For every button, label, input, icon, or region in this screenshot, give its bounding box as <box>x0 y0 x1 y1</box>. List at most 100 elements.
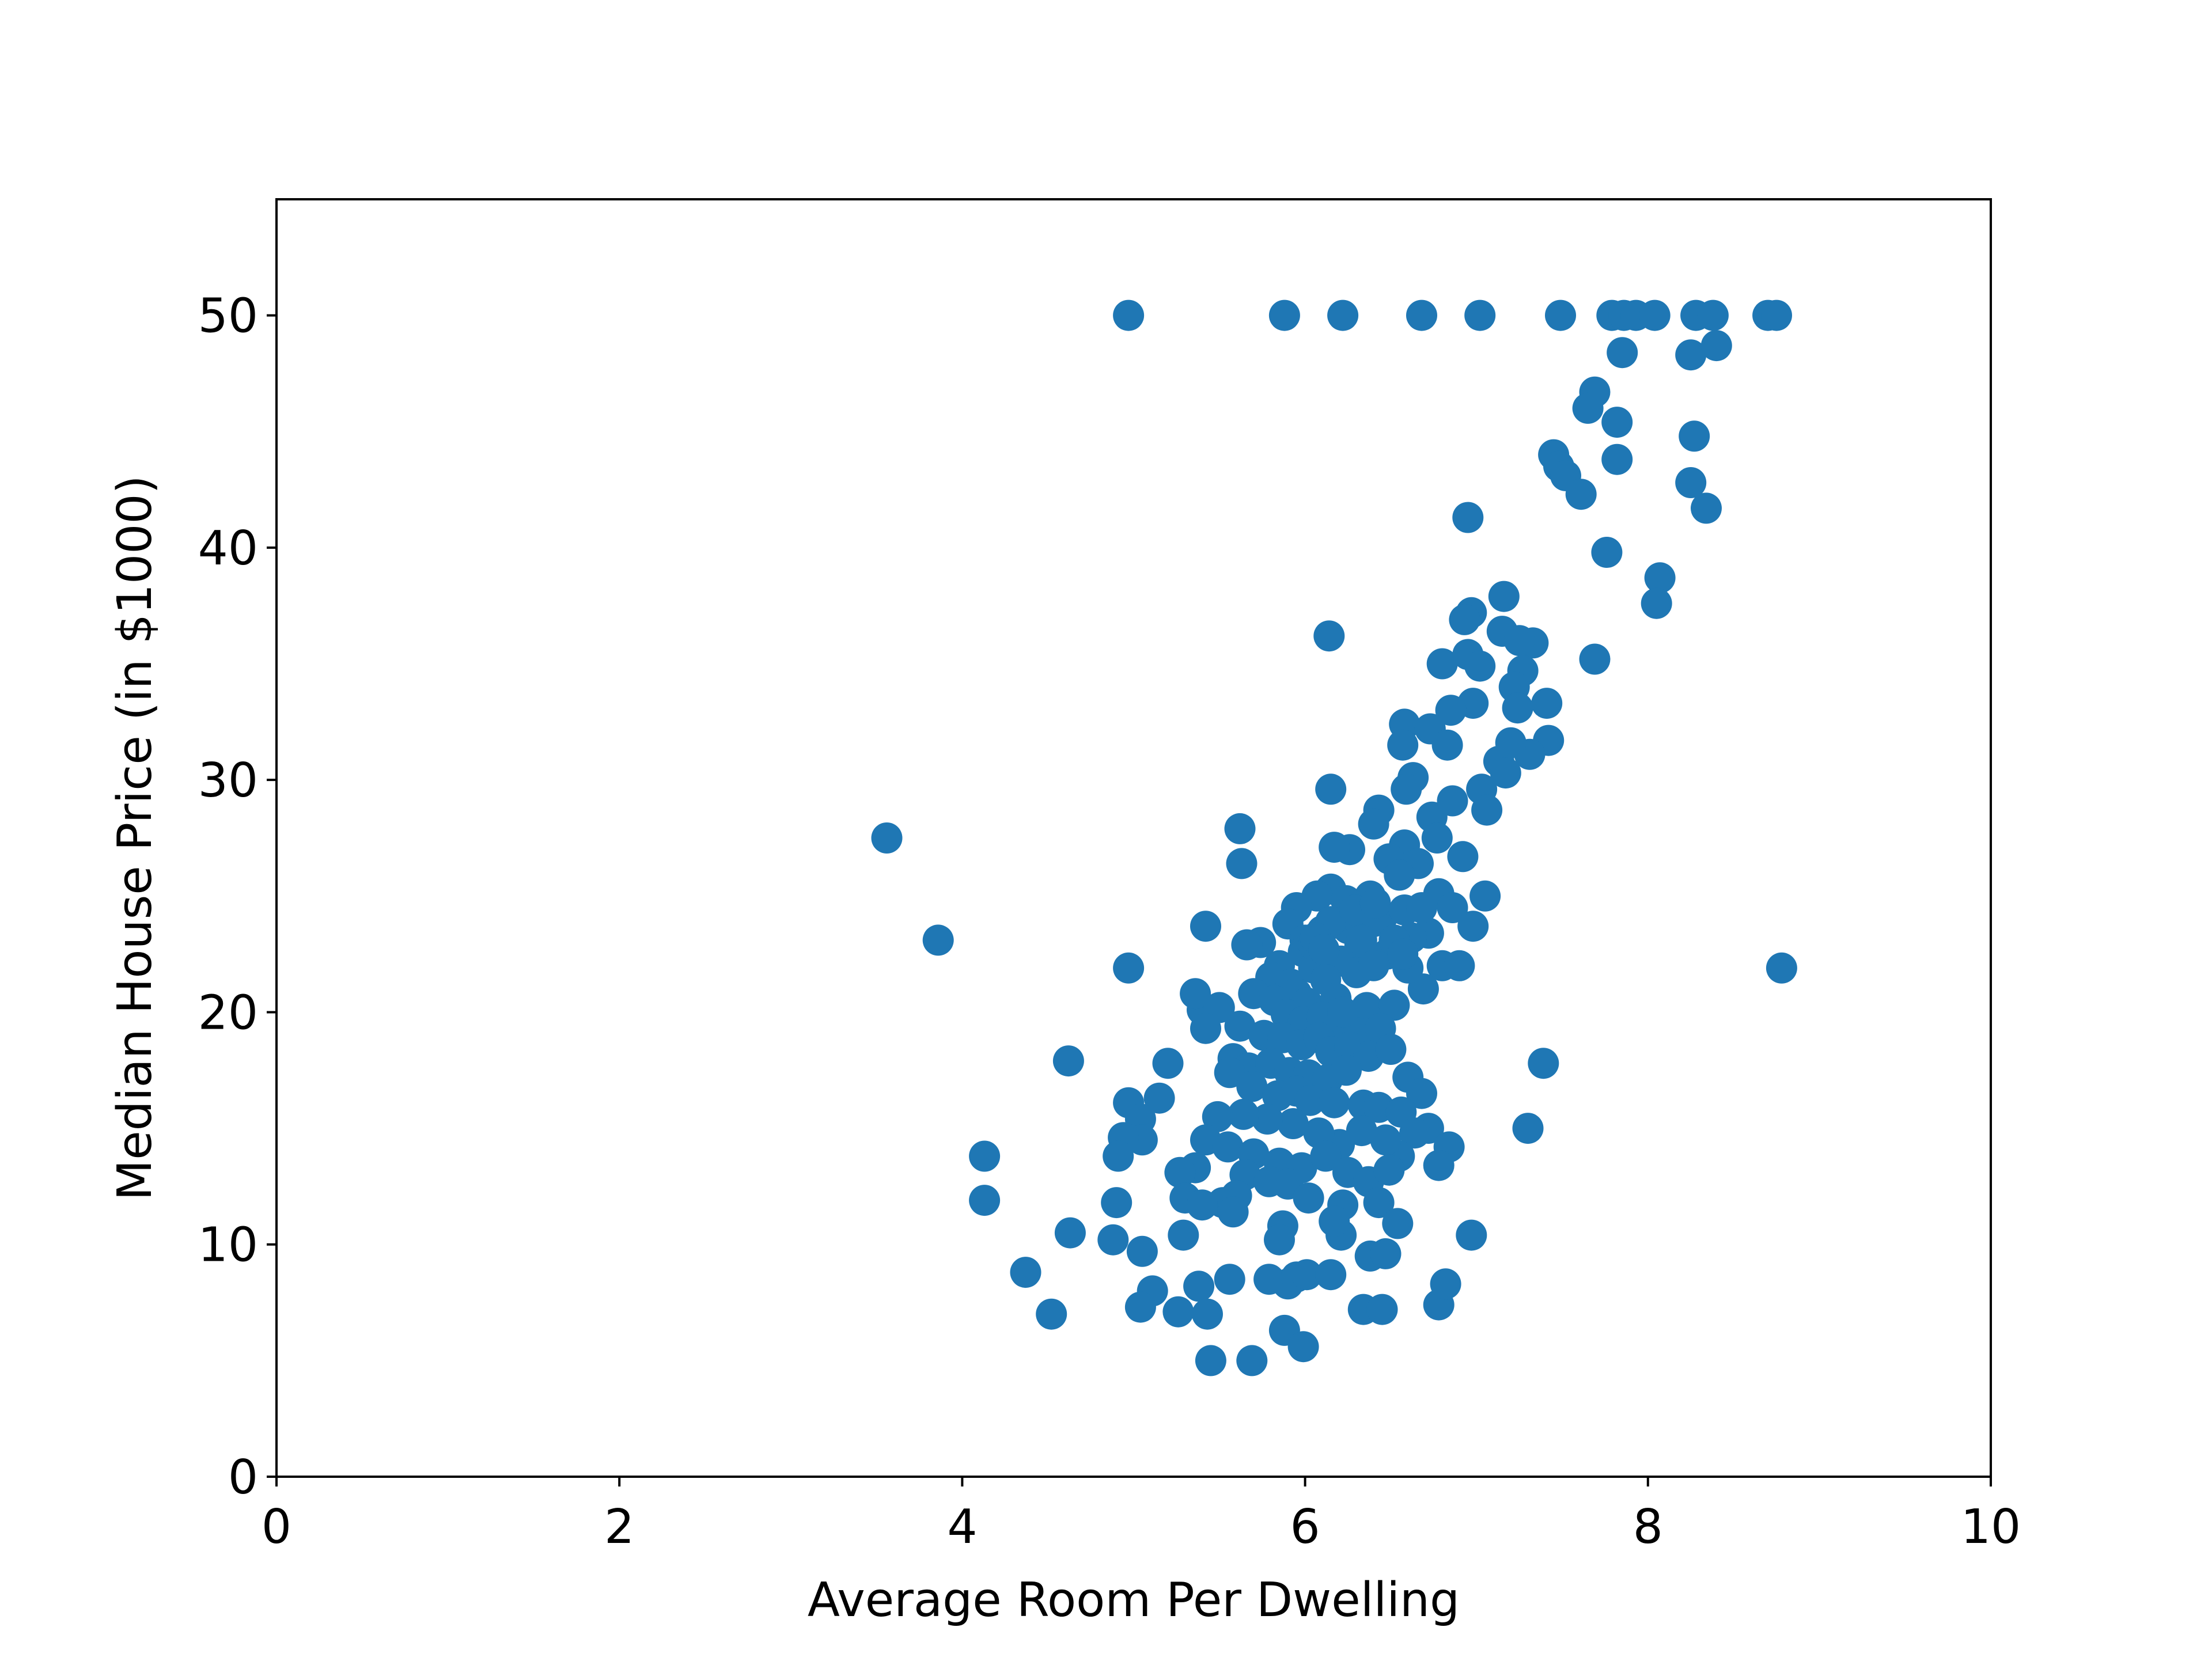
x-tick-label: 8 <box>1633 1500 1663 1554</box>
data-point <box>1308 934 1340 965</box>
data-point <box>922 924 954 956</box>
data-point <box>1358 808 1389 840</box>
data-point <box>1236 1071 1268 1102</box>
data-point <box>1700 330 1732 362</box>
data-point <box>1375 1034 1407 1065</box>
data-point <box>1293 1182 1324 1214</box>
data-point <box>1366 1294 1398 1325</box>
data-point <box>1346 1115 1377 1147</box>
data-point <box>1639 299 1671 331</box>
data-point <box>1124 1291 1156 1323</box>
data-point <box>1319 832 1350 863</box>
data-point <box>1126 1235 1158 1267</box>
data-point <box>1437 892 1468 923</box>
data-point <box>1572 392 1604 424</box>
data-point <box>1766 952 1797 984</box>
x-axis-label: Average Room Per Dwelling <box>808 1573 1460 1628</box>
data-point <box>1601 407 1633 438</box>
data-point <box>1187 1189 1218 1221</box>
data-point <box>1512 1113 1544 1144</box>
data-point <box>1545 299 1576 331</box>
data-point <box>1052 1045 1084 1077</box>
data-point <box>1162 1296 1194 1328</box>
data-point <box>1579 643 1611 675</box>
x-tick-label: 0 <box>262 1500 291 1554</box>
data-point <box>1457 911 1489 942</box>
data-point <box>1192 1298 1223 1330</box>
data-point <box>1363 1187 1395 1219</box>
data-point <box>1231 929 1263 961</box>
data-point <box>1495 727 1527 759</box>
data-point <box>1315 773 1347 805</box>
y-tick-label: 10 <box>198 1218 258 1273</box>
data-point <box>1426 648 1458 680</box>
data-point <box>1236 1345 1268 1376</box>
data-point <box>1358 950 1389 981</box>
data-point <box>1607 337 1638 369</box>
data-point <box>1113 952 1145 984</box>
data-point <box>1502 692 1533 724</box>
data-point <box>1010 1257 1041 1288</box>
data-point <box>1406 892 1437 923</box>
data-point <box>1387 938 1419 970</box>
data-point <box>1291 1259 1323 1291</box>
data-point <box>1503 625 1535 657</box>
data-point <box>1370 1238 1402 1269</box>
data-point <box>1449 604 1480 635</box>
data-point <box>1679 420 1710 452</box>
data-point <box>1224 1010 1256 1042</box>
data-point <box>1264 1224 1295 1256</box>
data-point <box>1346 924 1377 956</box>
data-point <box>1387 729 1419 761</box>
data-point <box>1212 1131 1244 1163</box>
data-point <box>1447 841 1479 873</box>
data-point <box>1164 1156 1196 1188</box>
data-point <box>1319 1087 1350 1118</box>
plot-frame <box>275 198 1992 1478</box>
data-point <box>1313 620 1345 652</box>
data-points <box>871 299 1797 1376</box>
data-point <box>1224 813 1256 844</box>
y-tick-label: 40 <box>198 521 258 576</box>
data-point <box>1214 1264 1245 1295</box>
data-point <box>969 1185 1001 1216</box>
data-point <box>1319 1205 1350 1237</box>
data-point <box>1195 1345 1226 1376</box>
data-point <box>1226 848 1257 879</box>
data-point <box>1644 562 1676 594</box>
axis-ticks: 0 2 4 6 8 10 0 10 20 30 40 50 <box>198 289 2021 1554</box>
data-point <box>1054 1217 1086 1249</box>
data-point <box>1406 1078 1437 1109</box>
data-point <box>1444 950 1475 981</box>
x-tick-label: 10 <box>1961 1500 2021 1554</box>
data-point <box>1190 911 1221 942</box>
y-axis-label: Median House Price (in $1000) <box>108 475 162 1200</box>
data-point <box>1531 688 1563 719</box>
data-point <box>1373 1154 1405 1186</box>
data-point <box>1277 1108 1309 1139</box>
data-point <box>1691 492 1722 524</box>
data-point <box>1697 299 1729 331</box>
data-point <box>1214 1057 1245 1089</box>
data-point <box>1471 794 1503 826</box>
data-point <box>1152 1048 1184 1079</box>
data-point <box>1490 757 1521 789</box>
data-point <box>1384 859 1415 891</box>
data-point <box>1464 650 1496 682</box>
data-point <box>1294 1084 1326 1116</box>
data-point <box>1430 1268 1461 1300</box>
data-point <box>1675 339 1707 371</box>
data-point <box>1036 1298 1067 1330</box>
y-tick-label: 30 <box>198 753 258 808</box>
data-point <box>1097 1224 1129 1256</box>
data-point <box>1391 773 1422 805</box>
data-point <box>1228 1098 1259 1130</box>
data-point <box>1331 1055 1362 1086</box>
data-point <box>1327 299 1359 331</box>
data-point <box>1327 996 1359 1028</box>
y-tick-label: 50 <box>198 289 258 344</box>
data-point <box>1601 443 1633 475</box>
data-point <box>1406 299 1437 331</box>
